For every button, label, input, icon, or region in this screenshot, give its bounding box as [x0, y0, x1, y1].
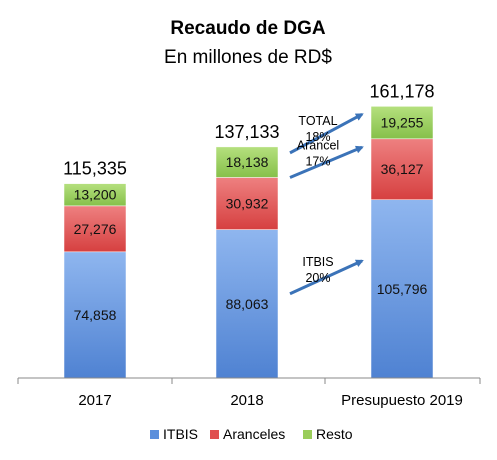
total-label-3: 161,178 — [369, 81, 434, 101]
annotation-value-aranceles: 17% — [305, 155, 330, 169]
legend-label-aranceles: Aranceles — [223, 426, 285, 442]
bar-itbis-3 — [370, 199, 434, 379]
data-label-aranceles-1: 27,276 — [74, 221, 117, 237]
growth-arrow-aranceles — [289, 145, 364, 179]
data-label-resto-2: 18,138 — [226, 154, 269, 170]
chart-subtitle: En millones de RD$ — [164, 47, 332, 68]
bar-itbis-2 — [215, 229, 279, 379]
bar-aranceles-3 — [370, 138, 434, 200]
bar-resto-2 — [215, 146, 279, 178]
legend-swatch-aranceles — [210, 430, 219, 439]
annotation-value-itbis: 20% — [305, 271, 330, 285]
annotation-label-total: TOTAL — [298, 114, 337, 128]
chart-title: Recaudo de DGA — [170, 18, 325, 39]
bars-layer: 74,858 27,276 13,200 115,335 88,063 30,932 18,… — [63, 81, 435, 379]
x-tick-label-2: 2018 — [230, 392, 263, 409]
data-label-aranceles-2: 30,932 — [226, 196, 269, 212]
data-label-resto-3: 19,255 — [381, 115, 424, 131]
growth-arrow-total — [289, 113, 364, 155]
data-label-itbis-1: 74,858 — [74, 307, 117, 323]
data-label-aranceles-3: 36,127 — [381, 161, 424, 177]
bar-resto-1 — [63, 183, 127, 207]
annotation-label-aranceles: Arancel — [297, 139, 339, 153]
data-label-itbis-2: 88,063 — [226, 296, 269, 312]
data-label-resto-1: 13,200 — [74, 187, 117, 203]
bar-aranceles-1 — [63, 205, 127, 253]
legend-swatch-itbis — [150, 430, 159, 439]
legend: ITBIS Aranceles Resto — [150, 426, 353, 442]
x-tick-label-1: 2017 — [78, 392, 111, 409]
legend-swatch-resto — [303, 430, 312, 439]
bar-aranceles-2 — [215, 177, 279, 230]
bar-itbis-1 — [63, 251, 127, 379]
annotations-layer: TOTAL 18%Arancel 17% ITBIS 20% — [289, 113, 364, 296]
growth-arrow-itbis — [289, 259, 364, 296]
annotation-label-itbis: ITBIS — [302, 255, 333, 269]
legend-label-itbis: ITBIS — [163, 426, 198, 442]
legend-label-resto: Resto — [316, 426, 353, 442]
total-label-2: 137,133 — [214, 122, 279, 142]
annotation-value-total: 18% — [305, 130, 330, 144]
data-label-itbis-3: 105,796 — [377, 281, 428, 297]
bar-resto-3 — [370, 106, 434, 140]
total-label-1: 115,335 — [63, 159, 127, 179]
x-tick-label-3: Presupuesto 2019 — [341, 392, 463, 409]
x-axis: 2017 2018 Presupuesto 2019 — [17, 377, 481, 409]
